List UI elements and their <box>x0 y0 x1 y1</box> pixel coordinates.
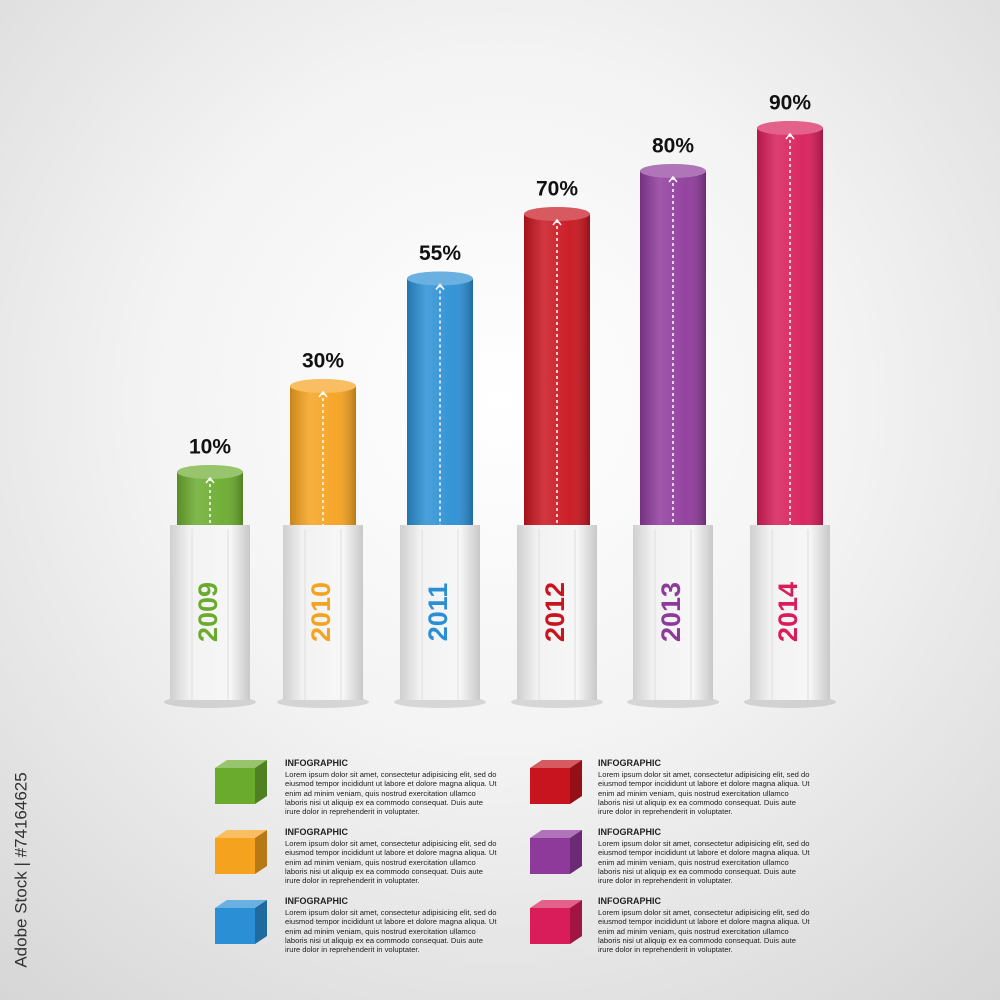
bar-cap-light <box>407 271 473 286</box>
pedestal <box>400 525 480 700</box>
value-label: 10% <box>189 436 231 459</box>
legend-cube-top <box>215 830 267 838</box>
bar-cap <box>407 271 473 286</box>
legend-cube-side-dark <box>255 830 267 874</box>
category-label: 2013 <box>656 582 686 642</box>
legend-cube-side <box>255 760 267 804</box>
bar-arrow <box>668 175 678 183</box>
bar-cap <box>290 379 356 393</box>
category-label: 2009 <box>193 582 223 642</box>
legend-item: INFOGRAPHIC Lorem ipsum dolor sit amet, c… <box>285 827 500 885</box>
pedestal <box>517 525 597 700</box>
legend-cube-side-dark <box>570 830 582 874</box>
value-label: 80% <box>652 135 694 158</box>
legend-cube-top <box>530 900 582 908</box>
pedestal <box>170 525 250 700</box>
bar-cap <box>757 121 823 135</box>
bar-arrow <box>785 132 795 140</box>
legend-cube-side <box>255 900 267 944</box>
bar-cap-light <box>524 207 590 221</box>
watermark: Adobe Stock | #74164625 <box>11 772 30 967</box>
legend-cube-front <box>530 838 570 874</box>
legend-cube-side-dark <box>570 900 582 944</box>
legend-cube-top-light <box>530 760 582 768</box>
legend-cube-side-dark <box>255 760 267 804</box>
bar-cap-light <box>290 379 356 393</box>
legend-title: INFOGRAPHIC <box>285 758 348 768</box>
legend-cube-front <box>215 908 255 944</box>
legend-text: Lorem ipsum dolor sit amet, consectetur … <box>285 908 497 955</box>
legend-cube-side-dark <box>255 900 267 944</box>
value-label: 55% <box>419 242 461 265</box>
legend-item: INFOGRAPHIC Lorem ipsum dolor sit amet, c… <box>598 827 813 885</box>
legend-item: INFOGRAPHIC Lorem ipsum dolor sit amet, c… <box>285 896 500 954</box>
category-label: 2014 <box>773 582 803 642</box>
value-label: 70% <box>536 178 578 201</box>
bar-cap <box>524 207 590 221</box>
legend-cube-top-light <box>215 830 267 838</box>
bar-arrow <box>435 283 445 290</box>
legend-cube-top <box>530 760 582 768</box>
bar-arrow <box>318 390 328 398</box>
legend-cube-side <box>255 830 267 874</box>
value-label: 90% <box>769 92 811 115</box>
legend-cube-top-light <box>530 830 582 838</box>
legend-item: INFOGRAPHIC Lorem ipsum dolor sit amet, c… <box>285 758 500 816</box>
bar-cap-light <box>757 121 823 135</box>
category-label: 2012 <box>540 582 570 642</box>
legend-title: INFOGRAPHIC <box>598 896 661 906</box>
legend-cube-top <box>530 830 582 838</box>
bar-cap <box>640 164 706 178</box>
bar-cap <box>177 465 243 479</box>
legend-cube-front <box>215 768 255 804</box>
legend-cube-side <box>570 830 582 874</box>
legend-text: Lorem ipsum dolor sit amet, consectetur … <box>285 839 497 886</box>
bar-cap-light <box>177 465 243 479</box>
legend-title: INFOGRAPHIC <box>285 896 348 906</box>
bar-cap-light <box>640 164 706 178</box>
legend-text: Lorem ipsum dolor sit amet, consectetur … <box>598 770 810 817</box>
value-label: 30% <box>302 350 344 373</box>
legend-cube-top <box>215 760 267 768</box>
legend-cube-side <box>570 760 582 804</box>
legend-cube-side <box>570 900 582 944</box>
legend-cube-front <box>215 838 255 874</box>
category-label: 2010 <box>306 582 336 642</box>
legend-cube-top-light <box>215 900 267 908</box>
pedestal <box>633 525 713 700</box>
bar-arrow <box>552 218 562 226</box>
legend-title: INFOGRAPHIC <box>285 827 348 837</box>
legend-cube-front <box>530 768 570 804</box>
category-label: 2011 <box>423 583 453 642</box>
legend-item: INFOGRAPHIC Lorem ipsum dolor sit amet, c… <box>598 758 813 816</box>
pedestal <box>283 525 363 700</box>
legend-cube-top-light <box>530 900 582 908</box>
legend-text: Lorem ipsum dolor sit amet, consectetur … <box>598 839 810 886</box>
legend-title: INFOGRAPHIC <box>598 827 661 837</box>
legend-cube-top-light <box>215 760 267 768</box>
legend-cube-front <box>530 908 570 944</box>
legend-cube-side-dark <box>570 760 582 804</box>
legend-cube-top <box>215 900 267 908</box>
legend-title: INFOGRAPHIC <box>598 758 661 768</box>
legend-text: Lorem ipsum dolor sit amet, consectetur … <box>285 770 497 817</box>
bar-arrow <box>205 476 215 484</box>
legend-text: Lorem ipsum dolor sit amet, consectetur … <box>598 908 810 955</box>
legend-item: INFOGRAPHIC Lorem ipsum dolor sit amet, c… <box>598 896 813 954</box>
pedestal <box>750 525 830 700</box>
